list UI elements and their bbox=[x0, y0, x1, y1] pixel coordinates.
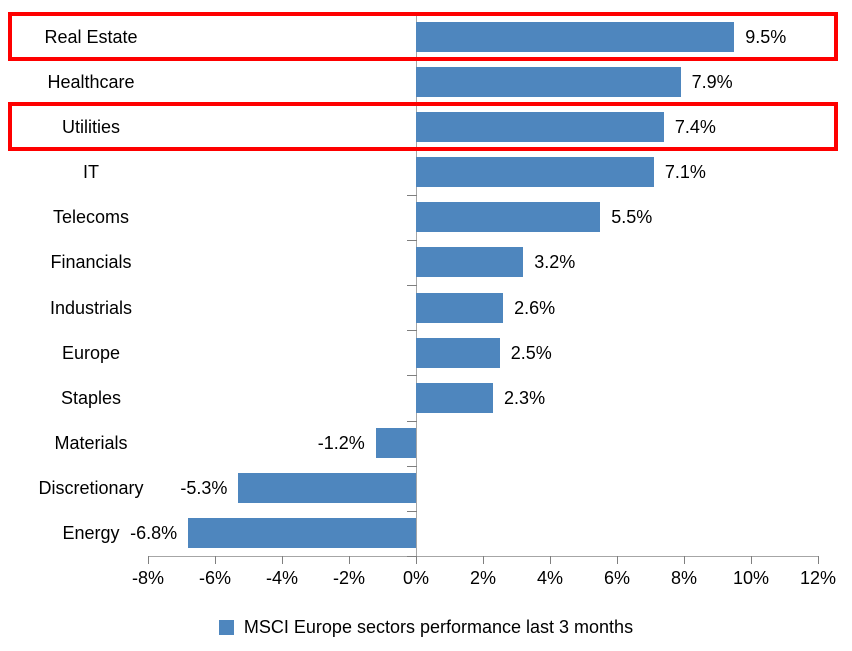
category-label-utilities: Utilities bbox=[61, 116, 120, 137]
legend: MSCI Europe sectors performance last 3 m… bbox=[0, 614, 852, 640]
data-label-materials: -1.2% bbox=[317, 433, 365, 454]
value-axis-tick bbox=[751, 556, 752, 564]
value-axis-tick-label: 6% bbox=[603, 568, 631, 588]
value-axis-tick bbox=[215, 556, 216, 564]
value-axis-tick bbox=[684, 556, 685, 564]
highlight-box-utilities bbox=[8, 102, 838, 152]
data-label-staples: 2.3% bbox=[504, 387, 546, 408]
value-axis-tick bbox=[818, 556, 819, 564]
category-label-industrials: Industrials bbox=[49, 297, 133, 318]
data-label-healthcare: 7.9% bbox=[691, 71, 733, 92]
category-axis-tick bbox=[407, 240, 417, 241]
value-axis-tick bbox=[282, 556, 283, 564]
value-axis-tick-label: -4% bbox=[265, 568, 299, 588]
data-label-discretionary: -5.3% bbox=[180, 478, 228, 499]
category-label-energy: Energy bbox=[62, 523, 120, 544]
bar-materials bbox=[375, 428, 416, 459]
value-axis-tick bbox=[416, 556, 417, 564]
bar-discretionary bbox=[238, 473, 416, 504]
category-axis-tick bbox=[407, 375, 417, 376]
bar-energy bbox=[188, 518, 416, 549]
data-label-utilities: 7.4% bbox=[674, 116, 716, 137]
bar-healthcare bbox=[416, 66, 681, 97]
value-axis-tick-label: 0% bbox=[402, 568, 430, 588]
value-axis-tick bbox=[617, 556, 618, 564]
value-axis-tick-label: -2% bbox=[332, 568, 366, 588]
highlight-box-real-estate bbox=[8, 12, 838, 62]
category-label-europe: Europe bbox=[61, 342, 121, 363]
category-label-staples: Staples bbox=[60, 387, 122, 408]
bar-financials bbox=[416, 247, 524, 278]
value-axis-tick-label: -6% bbox=[198, 568, 232, 588]
category-axis-tick bbox=[407, 421, 417, 422]
bar-real-estate bbox=[416, 21, 735, 52]
bar-telecoms bbox=[416, 202, 601, 233]
bar-industrials bbox=[416, 292, 504, 323]
value-axis-tick bbox=[483, 556, 484, 564]
category-axis-tick bbox=[407, 511, 417, 512]
data-label-telecoms: 5.5% bbox=[611, 207, 653, 228]
category-label-healthcare: Healthcare bbox=[47, 71, 135, 92]
value-axis-tick-label: 10% bbox=[732, 568, 770, 588]
value-axis-tick bbox=[550, 556, 551, 564]
value-axis-tick-label: -8% bbox=[131, 568, 165, 588]
bar-europe bbox=[416, 337, 500, 368]
data-label-real-estate: 9.5% bbox=[745, 26, 787, 47]
category-label-telecoms: Telecoms bbox=[52, 207, 130, 228]
category-label-real-estate: Real Estate bbox=[44, 26, 138, 47]
value-axis-tick bbox=[148, 556, 149, 564]
category-label-discretionary: Discretionary bbox=[38, 478, 144, 499]
category-axis-tick bbox=[407, 195, 417, 196]
category-label-it: IT bbox=[83, 162, 99, 183]
data-label-it: 7.1% bbox=[664, 162, 706, 183]
data-label-europe: 2.5% bbox=[510, 342, 552, 363]
value-axis-tick bbox=[349, 556, 350, 564]
data-label-financials: 3.2% bbox=[534, 252, 576, 273]
bar-staples bbox=[416, 382, 494, 413]
category-label-financials: Financials bbox=[50, 252, 132, 273]
value-axis-tick-label: 12% bbox=[799, 568, 837, 588]
bar-it bbox=[416, 157, 654, 188]
legend-series-swatch-icon bbox=[218, 619, 234, 635]
bar-utilities bbox=[416, 111, 664, 142]
category-axis-tick bbox=[407, 466, 417, 467]
category-axis-tick bbox=[407, 556, 417, 557]
category-axis-tick bbox=[407, 285, 417, 286]
category-label-materials: Materials bbox=[54, 433, 128, 454]
data-label-energy: -6.8% bbox=[130, 523, 178, 544]
category-axis-tick bbox=[407, 330, 417, 331]
data-label-industrials: 2.6% bbox=[514, 297, 556, 318]
value-axis-tick-label: 2% bbox=[469, 568, 497, 588]
value-axis-tick-label: 8% bbox=[670, 568, 698, 588]
legend-series-label: MSCI Europe sectors performance last 3 m… bbox=[243, 616, 634, 637]
value-axis-tick-label: 4% bbox=[536, 568, 564, 588]
